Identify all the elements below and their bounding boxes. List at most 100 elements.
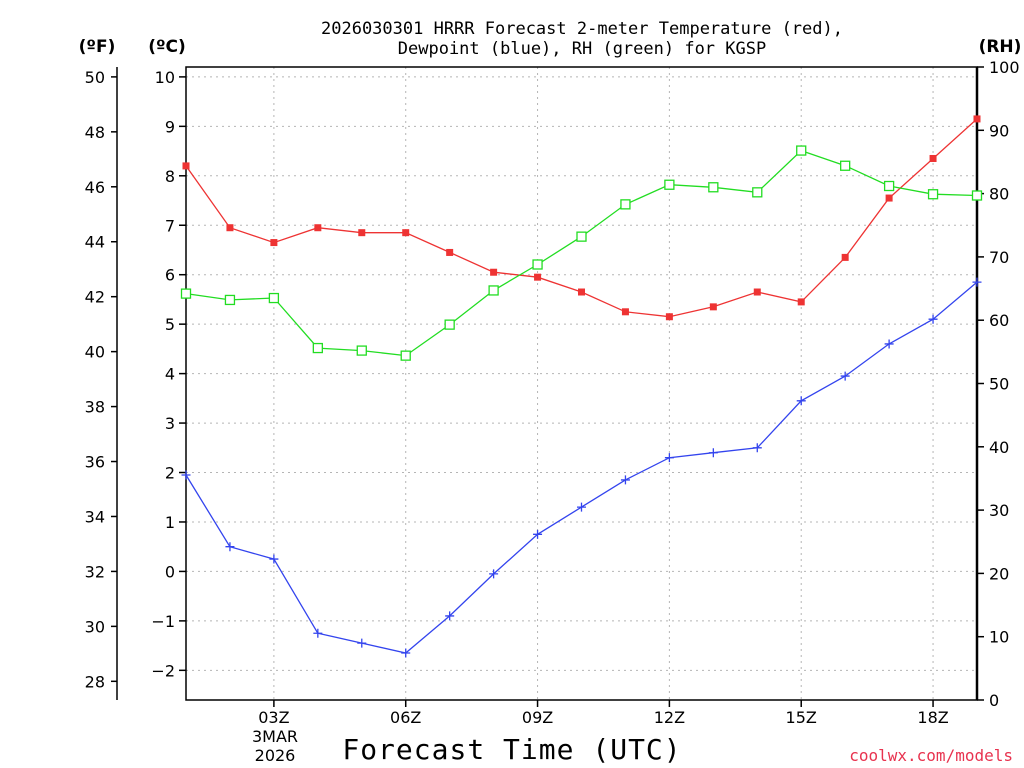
- temperature-point: [841, 253, 849, 261]
- temperature-line: [185, 118, 978, 318]
- fahrenheit-tick-label: 32: [85, 562, 105, 581]
- rh-unit-label: (RH): [979, 37, 1022, 57]
- temperature-point: [534, 273, 542, 281]
- chart-title-line-2: Dewpoint (blue), RH (green) for KGSP: [398, 39, 766, 59]
- rh-point: [840, 160, 851, 171]
- rh-point: [268, 292, 280, 304]
- dewpoint-point: [620, 475, 630, 485]
- dewpoint-point: [752, 443, 762, 453]
- temperature-point: [314, 224, 322, 232]
- dewpoint-point: [928, 314, 938, 324]
- dewpoint-point: [445, 611, 455, 621]
- rh-point: [752, 187, 763, 198]
- dewpoint-point: [401, 648, 411, 658]
- celsius-tick-label: 1: [165, 513, 175, 532]
- temperature-point: [402, 229, 410, 237]
- fahrenheit-tick-label: 50: [85, 68, 105, 87]
- dewpoint-point: [181, 470, 191, 480]
- celsius-unit-label: (ºC): [148, 37, 186, 57]
- dewpoint-point: [840, 371, 850, 381]
- temperature-point: [578, 288, 585, 296]
- dewpoint-point: [664, 453, 674, 463]
- fahrenheit-tick-label: 46: [85, 178, 105, 197]
- grid-layer: [186, 67, 977, 700]
- fahrenheit-tick-label: 30: [85, 617, 105, 636]
- rh-point: [312, 342, 323, 354]
- celsius-tick-label: 10: [155, 68, 175, 87]
- temperature-point: [753, 288, 761, 296]
- rh-tick-label: 80: [989, 185, 1009, 204]
- dewpoint-point: [225, 542, 235, 552]
- temperature-point: [182, 162, 190, 170]
- celsius-tick-label: 3: [165, 414, 175, 433]
- celsius-tick-label: 9: [165, 117, 175, 136]
- source-credit: coolwx.com/models: [849, 746, 1013, 765]
- fahrenheit-tick-label: 48: [85, 123, 105, 142]
- x-tick-label: 06Z: [390, 708, 421, 727]
- rh-tick-label: 20: [989, 564, 1009, 583]
- rh-line: [185, 149, 978, 357]
- rh-tick-label: 100: [989, 58, 1020, 77]
- rh-point: [400, 350, 411, 361]
- x-tick-label: 03Z: [258, 708, 289, 727]
- x-tick-label: 09Z: [522, 708, 553, 727]
- rh-point: [971, 190, 983, 201]
- temperature-point: [709, 303, 717, 311]
- dewpoint-point: [313, 628, 323, 638]
- fahrenheit-tick-label: 36: [85, 453, 105, 472]
- fahrenheit-unit-label: (ºF): [79, 37, 116, 57]
- temperature-point: [490, 268, 498, 276]
- celsius-tick-label: 7: [165, 216, 175, 235]
- rh-point: [224, 294, 236, 306]
- x-tick-label: 18Z: [917, 708, 948, 727]
- temperature-point: [270, 239, 278, 247]
- rh-point: [444, 319, 455, 330]
- dewpoint-point: [577, 502, 586, 512]
- rh-tick-label: 70: [989, 248, 1009, 267]
- rh-point: [576, 231, 587, 242]
- rh-point: [883, 180, 895, 192]
- fahrenheit-tick-label: 42: [85, 288, 105, 307]
- rh-tick-label: 10: [989, 628, 1009, 647]
- fahrenheit-tick-label: 34: [85, 507, 105, 526]
- celsius-tick-label: 2: [165, 464, 175, 483]
- temperature-point: [929, 154, 937, 162]
- fahrenheit-tick-label: 44: [85, 233, 105, 252]
- temperature-point: [665, 313, 673, 321]
- rh-point: [927, 189, 939, 200]
- x-tick-label: 12Z: [654, 708, 685, 727]
- x-tick-label: 15Z: [786, 708, 817, 727]
- rh-tick-label: 40: [989, 438, 1009, 457]
- dewpoint-point: [884, 339, 894, 349]
- dewpoint-point: [796, 396, 806, 406]
- celsius-tick-label: 0: [165, 562, 175, 581]
- plot-frame: [185, 66, 978, 701]
- rh-tick-label: 0: [989, 691, 999, 710]
- x-axis-title: Forecast Time (UTC): [342, 733, 681, 766]
- rh-point: [796, 145, 807, 156]
- rh-point: [488, 285, 499, 296]
- fahrenheit-tick-label: 38: [85, 398, 105, 417]
- rh-point: [532, 259, 543, 270]
- rh-tick-label: 60: [989, 311, 1009, 330]
- rh-point: [356, 345, 367, 356]
- temperature-point: [885, 194, 893, 202]
- dewpoint-point: [972, 277, 982, 287]
- rh-tick-label: 30: [989, 501, 1009, 520]
- dewpoint-point: [533, 529, 543, 539]
- rh-point: [180, 288, 192, 299]
- celsius-tick-label: 4: [165, 365, 175, 384]
- dewpoint-line: [185, 281, 978, 654]
- temperature-point: [446, 248, 454, 256]
- dewpoint-point: [357, 638, 367, 648]
- dewpoint-point: [708, 448, 718, 458]
- temperature-point: [797, 298, 805, 306]
- dewpoint-point: [489, 569, 499, 579]
- chart-title-line-1: 2026030301 HRRR Forecast 2-meter Tempera…: [321, 19, 843, 39]
- rh-tick-label: 50: [989, 375, 1009, 394]
- date-label-day: 3MAR: [252, 727, 298, 746]
- celsius-tick-label: −1: [151, 612, 175, 631]
- rh-point: [620, 199, 631, 210]
- dewpoint-point: [269, 554, 279, 564]
